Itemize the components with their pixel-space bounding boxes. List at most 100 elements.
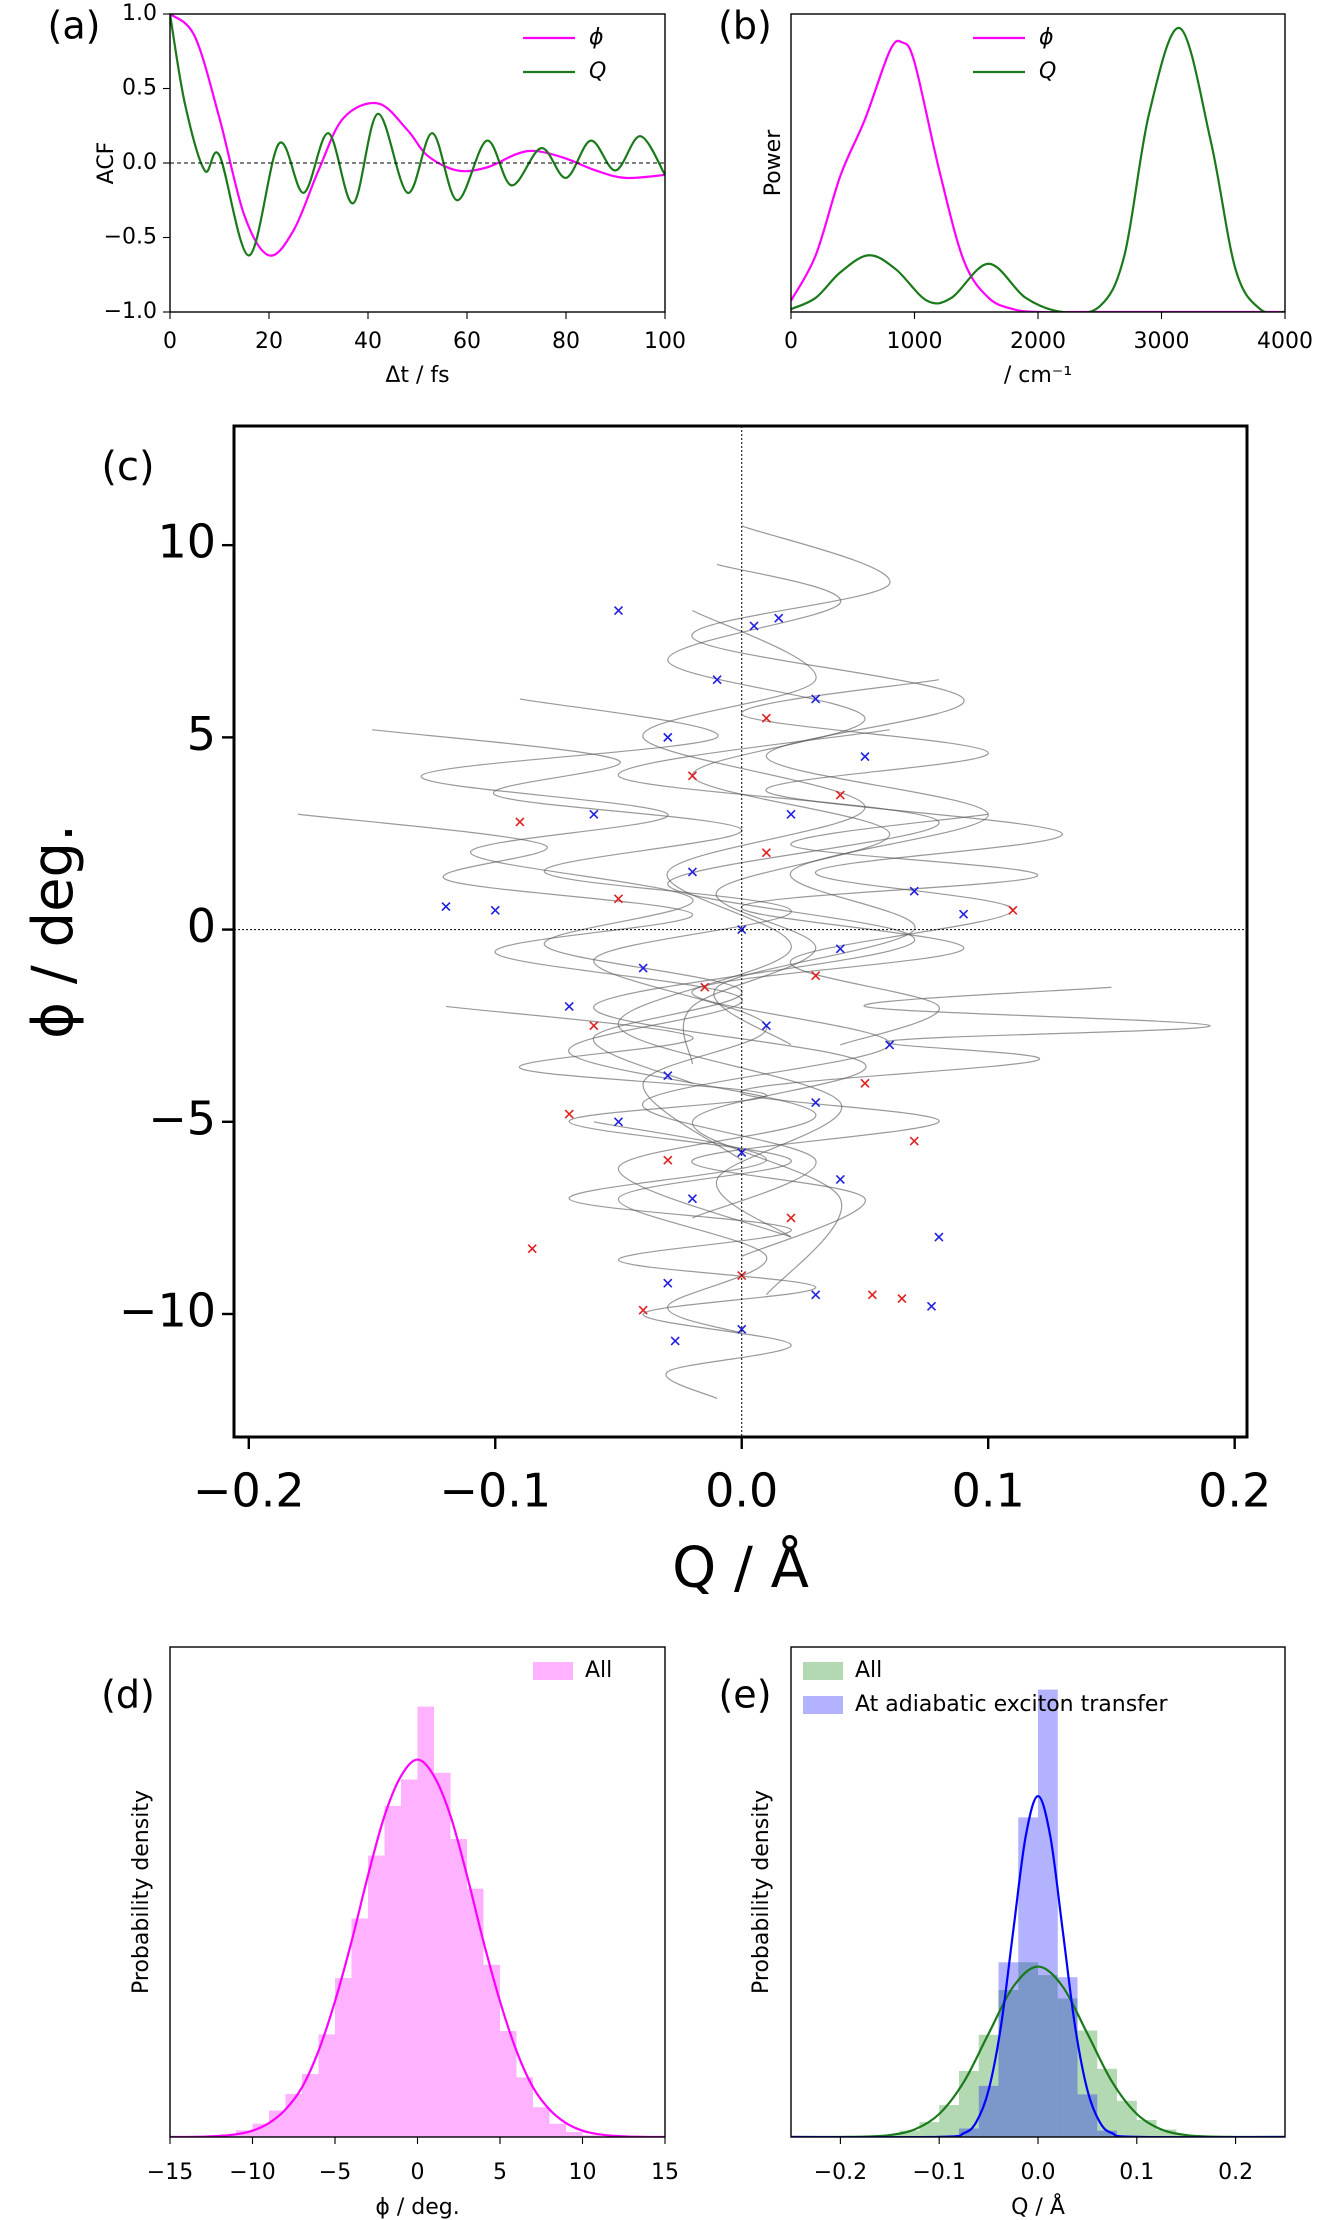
panel-label: (a) [48, 4, 101, 48]
panel: −0.2 −0.1 0.0 0.1 0.2 −10 −5 0 5 10 Q / Å ϕ / deg. (… [21, 424, 1271, 1601]
histogram-bar [351, 1918, 368, 2137]
y-tick-label: −10 [119, 1283, 216, 1337]
legend-label: ϕ [589, 25, 604, 50]
histogram-bar [998, 1990, 1019, 2137]
trajectory [691, 986, 1211, 1257]
plot-area [791, 1689, 1285, 2137]
histogram-bar [549, 2123, 566, 2137]
trajectory [691, 525, 989, 1046]
fit-curve [791, 1795, 1285, 2137]
x-tick-label: 10 [569, 2160, 597, 2185]
marker [885, 1040, 895, 1050]
marker [564, 1001, 574, 1012]
marker [867, 1290, 877, 1300]
x-tick-label: −0.1 [912, 2160, 965, 2185]
marker [687, 1194, 698, 1204]
y-tick-label: 0.0 [122, 150, 157, 175]
marker [811, 971, 821, 981]
x-tick-label: 0.2 [1198, 1464, 1271, 1518]
histogram-bar [1077, 2030, 1098, 2137]
histogram-bar [533, 2107, 550, 2137]
x-axis-label: Q / Å [1011, 2193, 1065, 2220]
marker [613, 894, 624, 904]
x-tick-label: 5 [493, 2160, 507, 2185]
x-tick-label: −0.2 [193, 1464, 305, 1518]
y-tick-label: −5 [148, 1091, 216, 1145]
x-tick-label: 2000 [1010, 329, 1066, 354]
marker [835, 1174, 845, 1185]
x-tick-label: −10 [229, 2160, 275, 2185]
axes-frame [232, 424, 1249, 1439]
marker [737, 925, 747, 935]
marker [589, 809, 599, 819]
trajectory [741, 679, 1063, 1046]
marker [811, 1290, 821, 1300]
marker [909, 1136, 919, 1146]
marker [638, 963, 648, 973]
histogram-bar [1117, 2100, 1137, 2137]
legend-label: All [585, 1658, 612, 1683]
y-tick-label: 10 [157, 515, 216, 569]
marker [761, 848, 771, 858]
marker [860, 752, 870, 762]
histogram-bar [958, 2070, 979, 2137]
histogram-bar [958, 2128, 979, 2137]
marker [1008, 905, 1018, 915]
histogram-bar [252, 2123, 269, 2137]
marker [700, 982, 710, 992]
marker [687, 771, 698, 781]
y-axis-label: ACF [94, 142, 119, 185]
plot-area [791, 27, 1285, 312]
trajectory [617, 609, 866, 1238]
x-tick-label: 0.1 [952, 1464, 1025, 1518]
histogram-bar [1057, 1977, 1078, 2137]
x-tick-label: 0.2 [1218, 2160, 1253, 2185]
x-tick-label: 3000 [1134, 329, 1190, 354]
trajectory [667, 563, 891, 1065]
legend-label: Q [589, 59, 606, 84]
marker [515, 817, 525, 827]
fit-curve [170, 1758, 665, 2137]
panel-label: (b) [718, 4, 772, 48]
plot-area [234, 426, 1247, 1437]
marker [774, 613, 784, 623]
marker [786, 1213, 796, 1223]
histogram-bar [1038, 1975, 1058, 2137]
marker [786, 809, 796, 819]
x-tick-label: 60 [453, 329, 481, 354]
panel: 0 1000 2000 3000 4000 / cm⁻¹ Power (b) ϕQ [718, 4, 1313, 389]
histogram-bar [1077, 2094, 1098, 2137]
plot-area [170, 1706, 665, 2137]
legend-label: At adiabatic exciton transfer [855, 1692, 1168, 1717]
marker [909, 886, 919, 896]
marker [761, 713, 771, 723]
x-tick-label: 0 [163, 329, 177, 354]
marker [527, 1244, 537, 1254]
histogram-bar [919, 2122, 940, 2137]
marker [835, 944, 845, 954]
y-tick-label: 0 [187, 899, 216, 953]
marker [926, 1301, 937, 1311]
marker [835, 790, 845, 800]
legend-label: Q [1039, 59, 1056, 84]
y-tick-label: 1.0 [122, 1, 157, 26]
histogram-bar [1038, 1689, 1058, 2137]
x-axis-label: ϕ / deg. [375, 2195, 459, 2220]
trajectory [298, 813, 817, 1238]
histogram-bar [582, 2135, 599, 2137]
x-tick-label: −15 [147, 2160, 193, 2185]
line-series [170, 14, 665, 257]
x-tick-label: 0 [411, 2160, 425, 2185]
panel: −0.2 −0.1 0.0 0.1 0.2 Q / Å Probability densit… [718, 1646, 1286, 2220]
histogram-bar [516, 2077, 533, 2137]
marker [663, 732, 673, 742]
histogram-bar [384, 1805, 401, 2137]
marker [589, 1021, 599, 1031]
histogram-bar [302, 2074, 319, 2137]
marker [761, 1021, 771, 1031]
histogram-bar [978, 2085, 999, 2137]
marker [860, 1078, 870, 1088]
line-series [791, 39, 1285, 312]
legend-swatch [533, 1662, 573, 1680]
